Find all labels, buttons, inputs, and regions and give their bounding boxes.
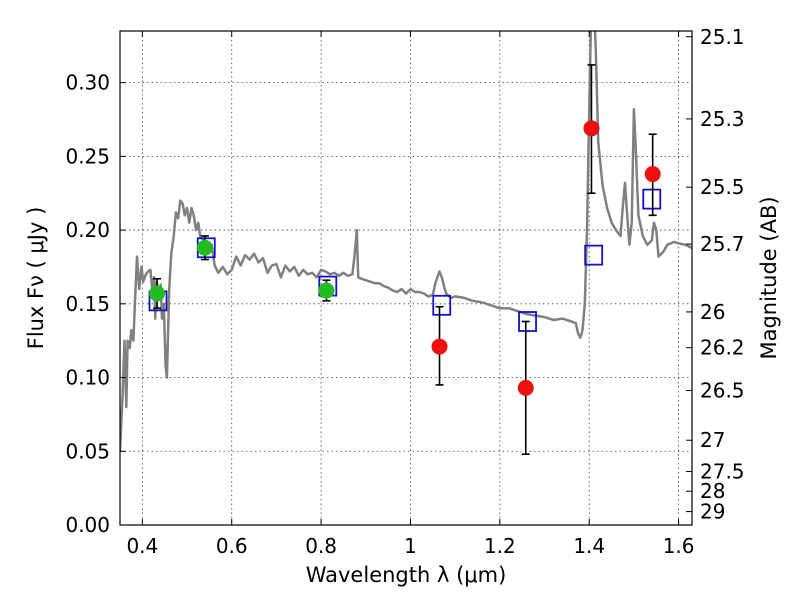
x-tick-label: 0.8 [305,534,337,558]
y2-tick-label: 27 [700,428,725,452]
plot-frame [119,30,693,526]
y2-tick-label: 25.7 [700,232,745,256]
y-tick-label: 0.25 [65,144,110,168]
y-tick-label: 0.00 [65,513,110,537]
x-tick-label: 1 [404,534,417,558]
y-tick-label: 0.30 [65,71,110,95]
y2-tick-label: 26.5 [700,379,745,403]
x-axis-label: Wavelength λ (μm) [306,563,507,587]
model-photometry-box [432,294,452,316]
y-tick-label: 0.20 [65,218,110,242]
x-tick-label: 1.4 [573,534,605,558]
x-tick-label: 1.6 [663,534,695,558]
y2-tick-label: 26.2 [700,336,745,360]
optical-data-point [149,285,166,302]
y2-tick-label: 27.5 [700,459,745,483]
nir-data-point [644,166,661,183]
y-axis-label: Flux Fν ( μJy ) [24,207,48,350]
y2-tick-label: 29 [700,500,725,524]
optical-data-point [318,282,335,299]
model-spectrum-line [120,31,692,452]
nir-data-point [583,120,600,137]
axis-ticks: 0.4 0.6 0.8 1 1.2 1.4 1.6 0.00 0.05 0.10 0.15 0.20 0… [65,25,744,558]
nir-data-point [517,379,534,396]
y2-tick-label: 25.3 [700,107,745,131]
x-tick-label: 0.6 [216,534,248,558]
y2-tick-label: 25.5 [700,175,745,199]
x-tick-label: 1.2 [484,534,516,558]
plot-area [120,31,692,456]
y2-tick-label: 26 [700,300,725,324]
y-tick-label: 0.15 [65,292,110,316]
y2-tick-label: 28 [700,479,725,503]
model-photometry-box [584,244,604,266]
x-tick-label: 0.4 [126,534,158,558]
model-photometry-box [518,311,537,332]
nir-data-point [431,338,448,355]
model-photometry-box [642,188,662,210]
optical-data-point [196,239,213,256]
y-tick-label: 0.10 [65,366,110,390]
y2-axis-label: Magnitude (AB) [757,196,781,359]
y-tick-label: 0.05 [65,439,110,463]
y2-tick-label: 25.1 [700,25,745,49]
